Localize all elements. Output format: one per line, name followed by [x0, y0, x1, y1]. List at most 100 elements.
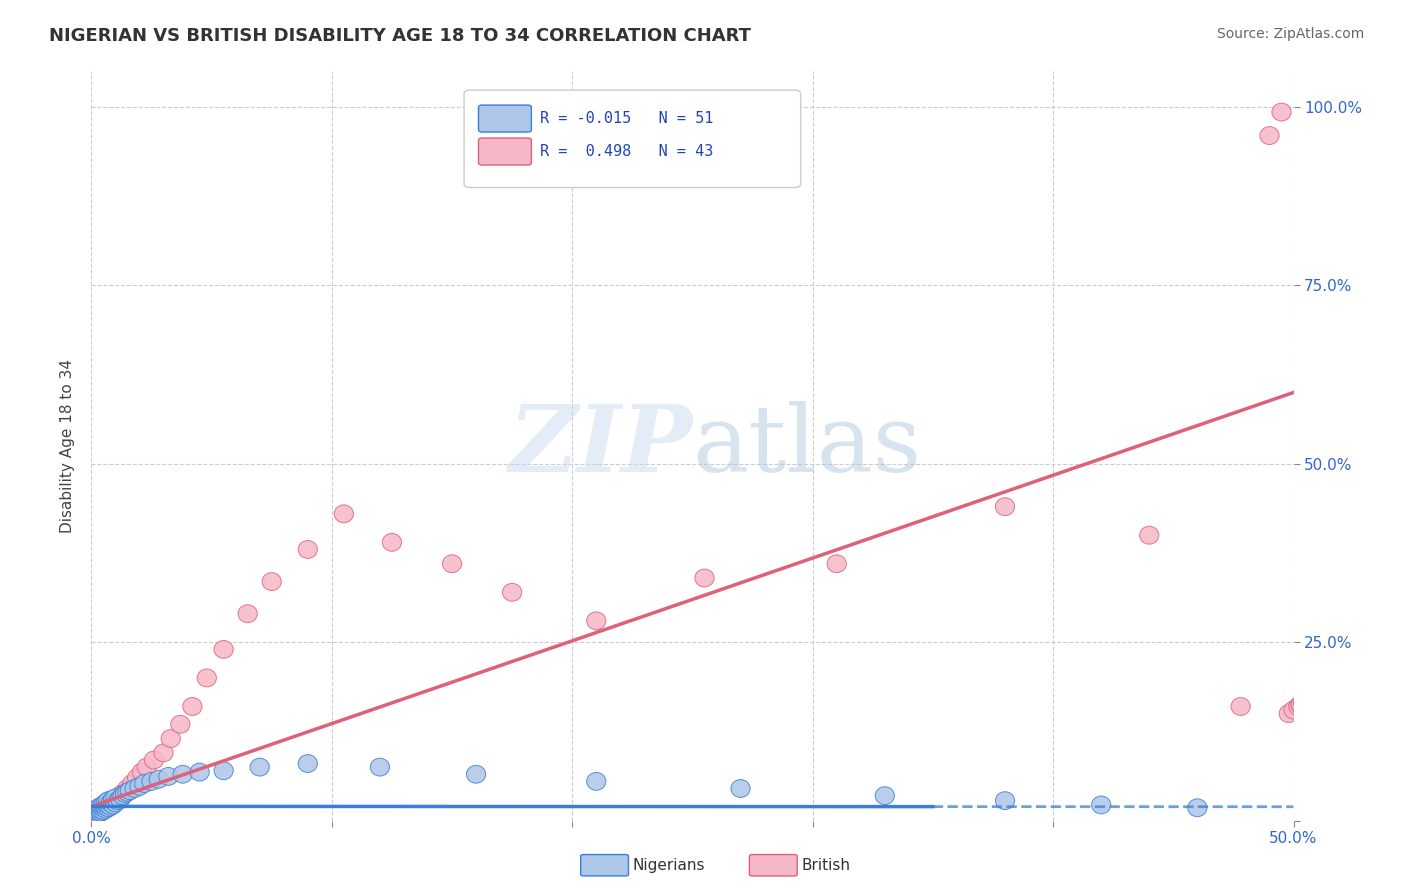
Ellipse shape: [827, 555, 846, 573]
Ellipse shape: [98, 792, 118, 810]
Ellipse shape: [443, 555, 461, 573]
Ellipse shape: [370, 758, 389, 776]
Ellipse shape: [1291, 696, 1310, 714]
Ellipse shape: [112, 785, 132, 803]
Ellipse shape: [98, 796, 118, 814]
FancyBboxPatch shape: [464, 90, 800, 187]
Ellipse shape: [118, 780, 136, 797]
Ellipse shape: [132, 764, 152, 781]
FancyBboxPatch shape: [478, 138, 531, 165]
Ellipse shape: [142, 772, 162, 790]
Ellipse shape: [250, 758, 270, 776]
Ellipse shape: [128, 769, 146, 787]
Ellipse shape: [1279, 705, 1298, 723]
Ellipse shape: [1294, 694, 1313, 712]
Ellipse shape: [298, 755, 318, 772]
Ellipse shape: [87, 801, 105, 819]
Ellipse shape: [94, 799, 112, 817]
Ellipse shape: [875, 787, 894, 805]
Ellipse shape: [105, 794, 125, 812]
Ellipse shape: [129, 778, 149, 796]
Ellipse shape: [101, 794, 121, 812]
Ellipse shape: [87, 806, 105, 824]
Ellipse shape: [1260, 127, 1279, 145]
Text: ZIP: ZIP: [508, 401, 692, 491]
Ellipse shape: [197, 669, 217, 687]
Ellipse shape: [112, 787, 132, 805]
Ellipse shape: [111, 789, 129, 806]
Text: Nigerians: Nigerians: [633, 858, 706, 872]
Ellipse shape: [1291, 696, 1310, 714]
Ellipse shape: [149, 771, 169, 789]
Ellipse shape: [115, 785, 135, 803]
Text: R =  0.498   N = 43: R = 0.498 N = 43: [540, 144, 713, 159]
Ellipse shape: [183, 698, 202, 715]
Ellipse shape: [135, 774, 153, 792]
Ellipse shape: [1232, 698, 1250, 715]
Ellipse shape: [173, 765, 193, 783]
Text: Source: ZipAtlas.com: Source: ZipAtlas.com: [1216, 27, 1364, 41]
Ellipse shape: [1272, 103, 1291, 121]
Text: R = -0.015   N = 51: R = -0.015 N = 51: [540, 112, 713, 126]
Ellipse shape: [104, 790, 122, 808]
Ellipse shape: [382, 533, 402, 551]
Ellipse shape: [96, 799, 115, 817]
Ellipse shape: [87, 805, 105, 822]
Ellipse shape: [502, 583, 522, 601]
Ellipse shape: [104, 796, 122, 814]
Text: NIGERIAN VS BRITISH DISABILITY AGE 18 TO 34 CORRELATION CHART: NIGERIAN VS BRITISH DISABILITY AGE 18 TO…: [49, 27, 751, 45]
Ellipse shape: [153, 744, 173, 762]
Ellipse shape: [1284, 701, 1303, 719]
Text: British: British: [801, 858, 851, 872]
Ellipse shape: [101, 797, 121, 815]
Ellipse shape: [89, 803, 108, 821]
Ellipse shape: [731, 780, 751, 797]
Ellipse shape: [84, 805, 104, 822]
Ellipse shape: [111, 790, 129, 808]
Ellipse shape: [122, 774, 142, 792]
Ellipse shape: [170, 715, 190, 733]
Ellipse shape: [335, 505, 353, 523]
Ellipse shape: [98, 799, 118, 817]
FancyBboxPatch shape: [478, 105, 531, 132]
Ellipse shape: [96, 794, 115, 812]
Ellipse shape: [87, 803, 105, 821]
Ellipse shape: [1140, 526, 1159, 544]
Ellipse shape: [145, 751, 163, 769]
Ellipse shape: [108, 792, 128, 810]
Ellipse shape: [84, 808, 104, 826]
Ellipse shape: [105, 792, 125, 810]
Ellipse shape: [125, 780, 145, 797]
Ellipse shape: [214, 762, 233, 780]
Text: atlas: atlas: [692, 401, 922, 491]
Ellipse shape: [1091, 796, 1111, 814]
Ellipse shape: [586, 772, 606, 790]
Ellipse shape: [118, 783, 136, 801]
Ellipse shape: [96, 797, 115, 815]
Ellipse shape: [214, 640, 233, 658]
Ellipse shape: [467, 765, 485, 783]
Ellipse shape: [298, 541, 318, 558]
Ellipse shape: [586, 612, 606, 630]
Ellipse shape: [995, 498, 1015, 516]
Ellipse shape: [91, 797, 111, 815]
Ellipse shape: [105, 789, 125, 806]
Ellipse shape: [238, 605, 257, 623]
Ellipse shape: [1188, 799, 1206, 817]
Ellipse shape: [91, 803, 111, 821]
Ellipse shape: [89, 803, 108, 821]
Ellipse shape: [695, 569, 714, 587]
Ellipse shape: [136, 758, 156, 776]
Ellipse shape: [101, 796, 121, 814]
Ellipse shape: [94, 796, 112, 814]
Ellipse shape: [262, 573, 281, 591]
Ellipse shape: [159, 767, 179, 785]
Ellipse shape: [190, 764, 209, 781]
Ellipse shape: [1289, 698, 1308, 715]
Ellipse shape: [98, 797, 118, 815]
Ellipse shape: [94, 802, 112, 820]
Ellipse shape: [162, 730, 180, 747]
Ellipse shape: [121, 781, 139, 799]
Ellipse shape: [91, 801, 111, 819]
Ellipse shape: [89, 799, 108, 817]
